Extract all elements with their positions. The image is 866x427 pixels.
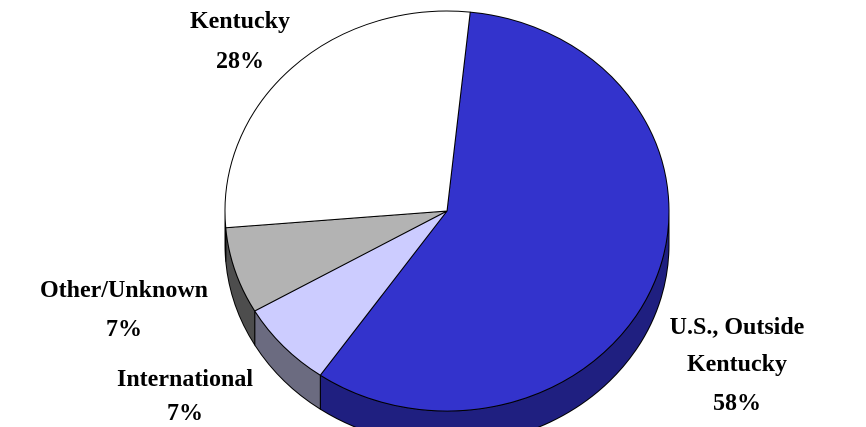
- label-us-outside-name-line1: U.S., Outside: [670, 314, 805, 340]
- label-us-outside-pct: 58%: [713, 390, 761, 416]
- label-kentucky-pct: 28%: [216, 48, 264, 74]
- pie-layer: [224, 10, 670, 427]
- label-other-unknown: Other/Unknown 7%: [40, 277, 208, 342]
- label-us-outside-name-line2: Kentucky: [687, 351, 787, 377]
- label-kentucky: Kentucky 28%: [190, 8, 290, 74]
- label-us-outside-kentucky: U.S., Outside Kentucky 58%: [670, 314, 805, 416]
- slice-kentucky: [224, 10, 471, 229]
- label-other-unknown-name: Other/Unknown: [40, 277, 208, 303]
- label-international-name: International: [117, 366, 253, 392]
- label-other-unknown-pct: 7%: [106, 316, 142, 342]
- label-international-pct: 7%: [167, 400, 203, 426]
- label-international: International 7%: [117, 366, 253, 426]
- slice-us-outside-kentucky: [319, 11, 670, 412]
- label-kentucky-name: Kentucky: [190, 8, 290, 34]
